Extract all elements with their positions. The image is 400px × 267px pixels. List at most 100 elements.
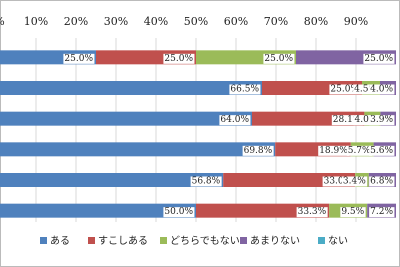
data-label-group: 3.9% bbox=[369, 115, 395, 126]
data-label: 5.7% bbox=[348, 146, 371, 156]
data-label-group: 9.5% bbox=[340, 207, 366, 218]
x-tick-label: 90% bbox=[344, 15, 368, 28]
data-label-bg bbox=[369, 207, 395, 218]
data-label-group: 4.5% bbox=[353, 84, 379, 95]
legend-label: ない bbox=[328, 235, 348, 247]
data-label-group: 4.0% bbox=[353, 115, 379, 126]
data-label-bg bbox=[369, 145, 395, 156]
legend-swatch bbox=[88, 237, 95, 244]
data-label-group: 4.0% bbox=[369, 84, 395, 95]
data-label: 33.0% bbox=[324, 177, 353, 187]
data-label: 25.0% bbox=[164, 54, 193, 64]
bar-segment bbox=[0, 81, 262, 95]
data-label-group: 33.3% bbox=[296, 207, 328, 218]
x-tick-label: 30% bbox=[104, 15, 128, 28]
data-label-bg bbox=[163, 207, 195, 218]
x-tick-label: 50% bbox=[184, 15, 208, 28]
data-label-bg bbox=[318, 145, 350, 156]
data-label-group: 6.8% bbox=[369, 176, 395, 187]
legend-swatch bbox=[160, 237, 167, 244]
data-label-bg bbox=[341, 176, 368, 187]
data-label-group: 64.0% bbox=[219, 115, 251, 126]
data-label: 4.0% bbox=[370, 85, 393, 95]
data-label: 3.4% bbox=[343, 177, 366, 187]
data-label-bg bbox=[369, 84, 395, 95]
bar-segment bbox=[196, 203, 330, 218]
data-label-bg bbox=[346, 145, 373, 156]
legend-swatch bbox=[318, 237, 325, 244]
data-label: 4.5% bbox=[354, 85, 377, 95]
data-label-bg bbox=[229, 84, 261, 95]
x-tick-label: 60% bbox=[224, 15, 248, 28]
bar-segment bbox=[0, 142, 276, 157]
data-label-group: 33.0% bbox=[322, 176, 354, 187]
legend-label: すこしある bbox=[98, 235, 148, 247]
data-label: 64.0% bbox=[220, 115, 249, 125]
legend-swatch bbox=[40, 237, 47, 244]
x-tick-label: 10% bbox=[24, 15, 48, 28]
data-label-group: 25.0% bbox=[363, 53, 395, 64]
data-label-bg bbox=[353, 84, 379, 95]
data-label-bg bbox=[63, 53, 95, 64]
data-label-group: 66.5% bbox=[229, 84, 261, 95]
data-label: 25.0% bbox=[64, 54, 93, 64]
x-tick-label: 40% bbox=[144, 15, 168, 28]
data-label: 9.5% bbox=[341, 207, 364, 217]
data-label-group: 50.0% bbox=[163, 207, 195, 218]
data-label-bg bbox=[219, 115, 251, 126]
data-label-group: 28.1% bbox=[331, 115, 363, 126]
data-label-group: 69.8% bbox=[242, 145, 274, 156]
data-label: 69.8% bbox=[244, 146, 273, 156]
data-label-group: 25.0% bbox=[263, 53, 295, 64]
data-label: 25.0% bbox=[330, 85, 359, 95]
data-label-group: 5.6% bbox=[369, 145, 395, 156]
x-tick-label: 0% bbox=[0, 15, 5, 28]
legend-label: ある bbox=[50, 235, 70, 247]
data-label-bg bbox=[331, 115, 363, 126]
data-label: 7.2% bbox=[370, 207, 393, 217]
data-label-bg bbox=[329, 84, 361, 95]
bar-segment bbox=[0, 111, 252, 126]
data-label: 5.6% bbox=[370, 146, 393, 156]
data-label-group: 18.9% bbox=[318, 145, 350, 156]
data-label-bg bbox=[296, 207, 328, 218]
x-tick-label: 80% bbox=[304, 15, 328, 28]
data-label-group: 3.4% bbox=[341, 176, 368, 187]
data-label-group: 25.0% bbox=[63, 53, 95, 64]
data-label-bg bbox=[369, 176, 395, 187]
data-label-bg bbox=[353, 115, 379, 126]
legend-label: どちらでもない bbox=[170, 235, 240, 247]
data-label-bg bbox=[242, 145, 274, 156]
data-label-group: 7.2% bbox=[369, 207, 395, 218]
data-label: 50.0% bbox=[164, 207, 193, 217]
bar-segment bbox=[223, 173, 356, 187]
data-label-bg bbox=[340, 207, 366, 218]
data-label: 6.8% bbox=[370, 177, 393, 187]
data-label: 25.0% bbox=[364, 54, 393, 64]
data-label: 56.8% bbox=[192, 177, 221, 187]
data-label-bg bbox=[190, 176, 222, 187]
data-label-group: 25.0% bbox=[163, 53, 195, 64]
data-label-group: 25.0% bbox=[329, 84, 361, 95]
data-label: 33.3% bbox=[298, 207, 327, 217]
data-label-bg bbox=[263, 53, 295, 64]
data-label-bg bbox=[369, 115, 395, 126]
data-label: 25.0% bbox=[264, 54, 293, 64]
data-label-group: 5.7% bbox=[346, 145, 373, 156]
data-label-bg bbox=[322, 176, 354, 187]
data-label: 3.9% bbox=[370, 115, 393, 125]
data-label: 4.0% bbox=[355, 115, 378, 125]
data-label-bg bbox=[363, 53, 395, 64]
data-label-group: 56.8% bbox=[190, 176, 222, 187]
legend-swatch bbox=[240, 237, 247, 244]
data-label: 18.9% bbox=[319, 146, 348, 156]
data-label: 28.1% bbox=[333, 115, 362, 125]
x-tick-label: 70% bbox=[264, 15, 288, 28]
legend-label: あまりない bbox=[250, 235, 300, 247]
bar-segment bbox=[0, 203, 196, 218]
x-tick-label: 20% bbox=[64, 15, 88, 28]
bar-segment bbox=[0, 173, 224, 187]
